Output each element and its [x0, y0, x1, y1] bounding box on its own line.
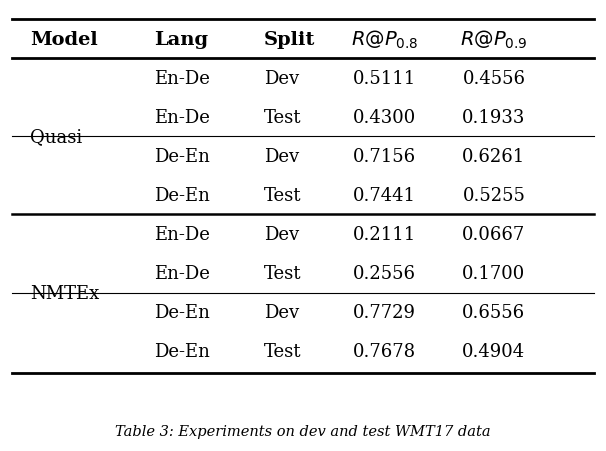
Text: Quasi: Quasi [30, 128, 82, 146]
Text: NMTEx: NMTEx [30, 284, 99, 302]
Text: 0.0667: 0.0667 [462, 226, 525, 244]
Text: 0.4556: 0.4556 [462, 69, 525, 87]
Text: 0.4300: 0.4300 [353, 109, 416, 126]
Text: 0.7441: 0.7441 [353, 186, 416, 204]
Text: Dev: Dev [264, 226, 299, 244]
Text: Test: Test [264, 264, 301, 282]
Text: $R@P_{0.8}$: $R@P_{0.8}$ [351, 28, 418, 51]
Text: 0.2556: 0.2556 [353, 264, 416, 282]
Text: Model: Model [30, 31, 98, 48]
Text: 0.7156: 0.7156 [353, 147, 416, 166]
Text: 0.1700: 0.1700 [462, 264, 525, 282]
Text: Table 3: Experiments on dev and test WMT17 data: Table 3: Experiments on dev and test WMT… [115, 424, 491, 437]
Text: De-En: De-En [155, 147, 210, 166]
Text: En-De: En-De [155, 226, 210, 244]
Text: Dev: Dev [264, 69, 299, 87]
Text: 0.4904: 0.4904 [462, 342, 525, 360]
Text: En-De: En-De [155, 109, 210, 126]
Text: Dev: Dev [264, 304, 299, 322]
Text: De-En: De-En [155, 342, 210, 360]
Text: 0.7729: 0.7729 [353, 304, 416, 322]
Text: Test: Test [264, 342, 301, 360]
Text: 0.5111: 0.5111 [353, 69, 416, 87]
Text: En-De: En-De [155, 264, 210, 282]
Text: 0.5255: 0.5255 [462, 186, 525, 204]
Text: $R@P_{0.9}$: $R@P_{0.9}$ [460, 28, 528, 51]
Text: 0.1933: 0.1933 [462, 109, 525, 126]
Text: De-En: De-En [155, 304, 210, 322]
Text: Lang: Lang [155, 31, 208, 48]
Text: 0.6556: 0.6556 [462, 304, 525, 322]
Text: Test: Test [264, 186, 301, 204]
Text: Dev: Dev [264, 147, 299, 166]
Text: De-En: De-En [155, 186, 210, 204]
Text: Test: Test [264, 109, 301, 126]
Text: 0.2111: 0.2111 [353, 226, 416, 244]
Text: Split: Split [264, 31, 315, 48]
Text: 0.7678: 0.7678 [353, 342, 416, 360]
Text: En-De: En-De [155, 69, 210, 87]
Text: 0.6261: 0.6261 [462, 147, 525, 166]
